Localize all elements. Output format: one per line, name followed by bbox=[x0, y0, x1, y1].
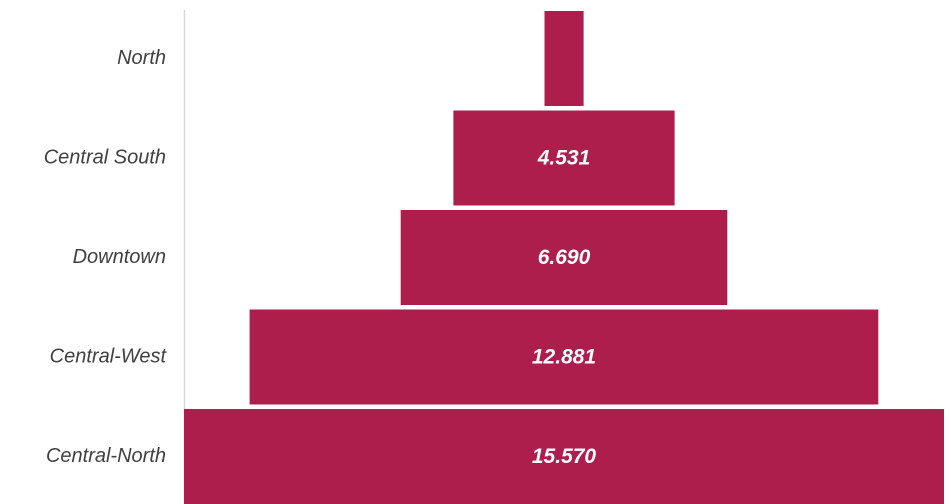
value-label-1: 4.531 bbox=[537, 147, 591, 170]
funnel-bar-2 bbox=[400, 210, 728, 305]
value-label-2: 6.690 bbox=[538, 246, 591, 269]
category-label-2: Downtown bbox=[73, 246, 166, 268]
category-label-1: Central South bbox=[44, 146, 166, 168]
value-label-3: 12.881 bbox=[532, 346, 596, 369]
category-label-4: Central-North bbox=[46, 445, 166, 467]
category-label-0: North bbox=[117, 47, 166, 69]
value-label-4: 15.570 bbox=[532, 445, 597, 468]
category-label-3: Central-West bbox=[50, 345, 168, 367]
funnel-bar-0 bbox=[544, 11, 584, 106]
funnel-bar-3 bbox=[249, 309, 879, 405]
funnel-bar-4 bbox=[184, 409, 944, 504]
funnel-bar-1 bbox=[453, 110, 675, 206]
